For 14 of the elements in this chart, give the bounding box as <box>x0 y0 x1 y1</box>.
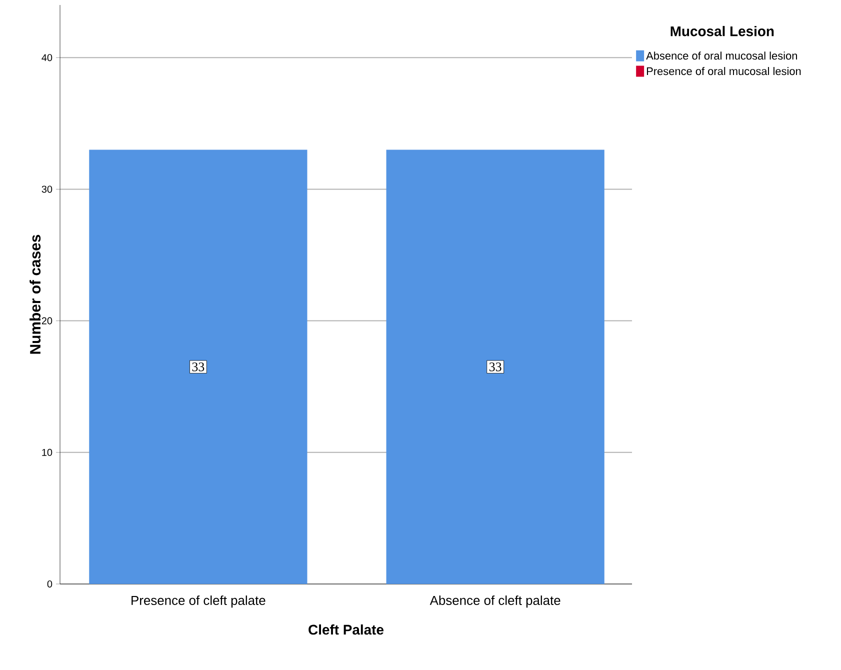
y-tick-label: 10 <box>42 448 52 456</box>
y-tick-label: 30 <box>42 186 52 193</box>
data-label: 33 <box>489 362 502 372</box>
y-axis-title: Number of cases <box>30 234 41 354</box>
x-tick-label: Presence of cleft palate <box>132 596 266 608</box>
y-tick-label: 20 <box>42 317 52 324</box>
legend-label: Absence of oral mucosal lesion <box>646 52 797 60</box>
legend-label: Presence of oral mucosal lesion <box>646 67 801 76</box>
legend-title: Mucosal Lesion <box>670 26 774 36</box>
data-label: 33 <box>192 362 204 372</box>
x-tick-label: Absence of cleft palate <box>430 596 560 608</box>
x-axis-title: Cleft Palate <box>308 624 384 635</box>
y-tick-label: 0 <box>47 580 52 588</box>
y-tick-label: 40 <box>42 54 52 62</box>
